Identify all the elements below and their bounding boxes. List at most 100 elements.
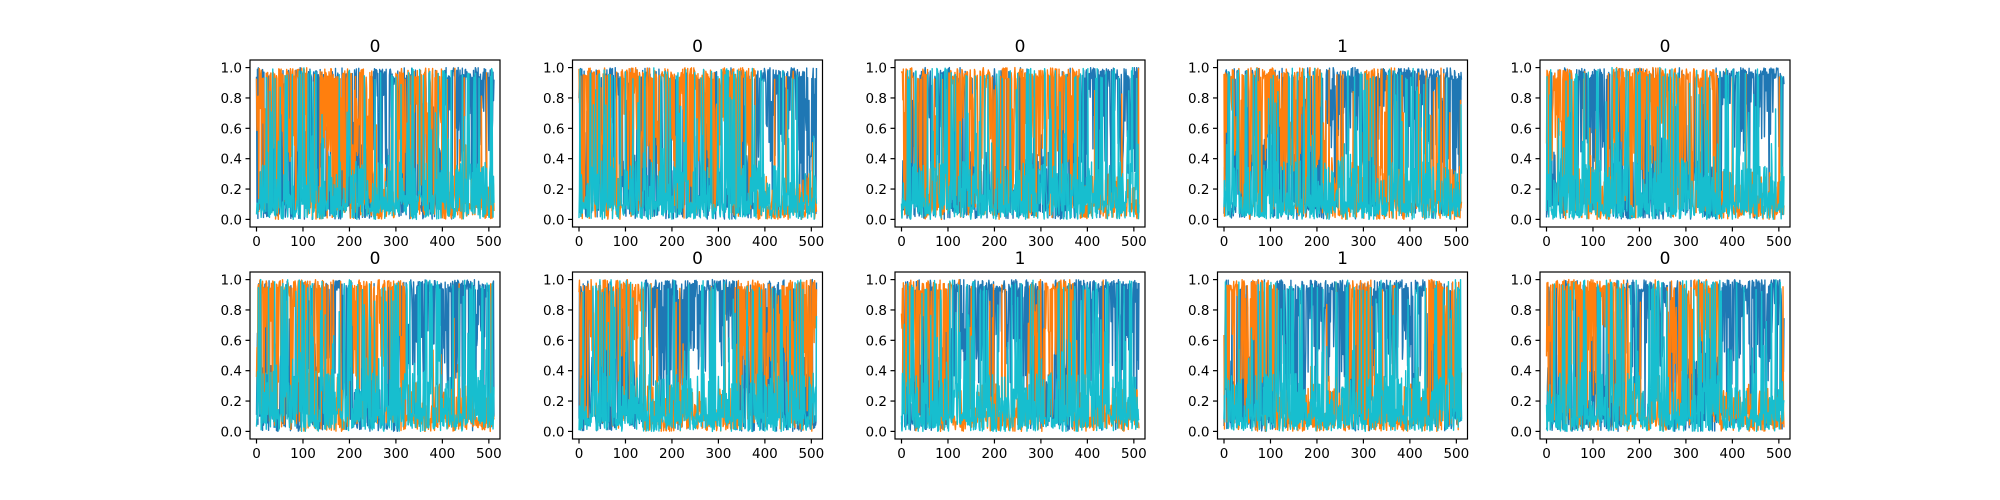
x-tick-label: 200 xyxy=(1627,446,1653,462)
y-tick-label: 0.6 xyxy=(1188,333,1209,349)
subplot-title: 1 xyxy=(1337,37,1348,57)
y-tick-label: 0.0 xyxy=(1511,212,1532,228)
x-tick-label: 500 xyxy=(476,234,502,250)
y-tick-label: 0.4 xyxy=(1511,364,1532,380)
axes-frame xyxy=(894,271,1146,440)
subplot-title: 1 xyxy=(1337,249,1348,269)
y-tick-label: 0.2 xyxy=(1511,182,1532,198)
x-tick-label: 0 xyxy=(575,234,584,250)
y-tick-label: 0.0 xyxy=(1188,424,1209,440)
axes-frame xyxy=(1539,271,1791,440)
subplot-3: 1 0 100 200 300 400 500 0.0 0.2 0.4 0.6 0.8 1.0 xyxy=(1188,37,1469,250)
x-tick-label: 0 xyxy=(252,234,261,250)
y-tick-label: 0.8 xyxy=(866,91,887,107)
series-group xyxy=(578,278,818,433)
x-tick-label: 300 xyxy=(1028,446,1054,462)
subplot-8: 1 0 100 200 300 400 500 0.0 0.2 0.4 0.6 0.8 1.0 xyxy=(1188,249,1469,462)
x-tick-label: 300 xyxy=(383,446,409,462)
series-line-2 xyxy=(1223,67,1463,221)
y-tick-label: 0.0 xyxy=(543,424,564,440)
x-tick-label: 300 xyxy=(383,234,409,250)
axes-frame xyxy=(571,59,824,228)
y-tick-label: 0.6 xyxy=(1188,121,1209,137)
subplot-title: 0 xyxy=(692,249,703,269)
axes-frame xyxy=(1539,59,1791,228)
series-line-2 xyxy=(900,67,1140,220)
series-group xyxy=(1223,278,1463,433)
y-tick-label: 1.0 xyxy=(543,61,564,77)
x-tick-label: 400 xyxy=(752,234,778,250)
x-tick-label: 100 xyxy=(1580,446,1606,462)
subplot-7: 1 0 100 200 300 400 500 0.0 0.2 0.4 0.6 0.8 1.0 xyxy=(866,249,1147,462)
x-tick-label: 500 xyxy=(798,446,824,462)
y-tick-label: 0.4 xyxy=(1188,152,1209,168)
subplot-4: 0 0 100 200 300 400 500 0.0 0.2 0.4 0.6 0.8 1.0 xyxy=(1511,37,1792,250)
series-group xyxy=(900,278,1140,433)
x-tick-label: 0 xyxy=(252,446,261,462)
subplot-title: 0 xyxy=(370,37,381,57)
axes-frame xyxy=(894,59,1146,228)
y-tick-label: 0.0 xyxy=(1511,424,1532,440)
x-tick-label: 0 xyxy=(897,234,906,250)
y-tick-label: 0.2 xyxy=(543,182,564,198)
y-tick-label: 0.8 xyxy=(543,303,564,319)
x-tick-label: 500 xyxy=(1443,234,1469,250)
subplot-2: 0 0 100 200 300 400 500 0.0 0.2 0.4 0.6 0.8 1.0 xyxy=(866,37,1147,250)
y-tick-label: 0.8 xyxy=(1188,91,1209,107)
series-group xyxy=(1545,66,1785,221)
x-tick-label: 0 xyxy=(897,446,906,462)
subplot-title: 0 xyxy=(1015,37,1026,57)
y-tick-label: 0.6 xyxy=(866,121,887,137)
y-tick-label: 0.6 xyxy=(543,333,564,349)
y-tick-label: 0.4 xyxy=(221,152,242,168)
x-tick-label: 100 xyxy=(1258,446,1284,462)
x-tick-label: 300 xyxy=(706,446,732,462)
y-tick-label: 0.0 xyxy=(221,424,242,440)
subplot-title: 0 xyxy=(370,249,381,269)
y-tick-label: 0.4 xyxy=(543,364,564,380)
series-line-2 xyxy=(1545,279,1785,433)
x-tick-label: 400 xyxy=(1719,446,1745,462)
x-tick-label: 100 xyxy=(1258,234,1284,250)
x-tick-label: 400 xyxy=(1719,234,1745,250)
x-tick-label: 400 xyxy=(1074,446,1100,462)
x-tick-label: 100 xyxy=(290,446,316,462)
subplot-title: 0 xyxy=(1660,249,1671,269)
y-tick-label: 0.6 xyxy=(221,333,242,349)
subplot-9: 0 0 100 200 300 400 500 0.0 0.2 0.4 0.6 0.8 1.0 xyxy=(1511,249,1792,462)
y-tick-label: 1.0 xyxy=(866,61,887,77)
subplot-title: 0 xyxy=(1660,37,1671,57)
y-tick-label: 0.4 xyxy=(1188,364,1209,380)
x-tick-label: 100 xyxy=(935,234,961,250)
axes-frame xyxy=(571,271,824,440)
x-tick-label: 200 xyxy=(982,446,1008,462)
y-tick-label: 0.4 xyxy=(866,152,887,168)
y-tick-label: 0.4 xyxy=(866,364,887,380)
x-tick-label: 500 xyxy=(1121,446,1147,462)
x-tick-label: 200 xyxy=(982,234,1008,250)
x-tick-label: 500 xyxy=(476,446,502,462)
subplot-title: 0 xyxy=(692,37,703,57)
x-tick-label: 100 xyxy=(290,234,316,250)
series-line-2 xyxy=(1545,66,1785,220)
y-tick-label: 0.4 xyxy=(543,152,564,168)
y-tick-label: 1.0 xyxy=(866,273,887,289)
y-tick-label: 0.6 xyxy=(1511,121,1532,137)
y-tick-label: 0.2 xyxy=(1188,182,1209,198)
y-tick-label: 0.2 xyxy=(221,182,242,198)
series-line-2 xyxy=(578,67,818,221)
x-tick-label: 400 xyxy=(1074,234,1100,250)
y-tick-label: 1.0 xyxy=(1188,61,1209,77)
y-tick-label: 0.2 xyxy=(1511,394,1532,410)
y-tick-label: 1.0 xyxy=(543,273,564,289)
y-tick-label: 1.0 xyxy=(1511,61,1532,77)
y-tick-label: 1.0 xyxy=(221,61,242,77)
y-tick-label: 0.2 xyxy=(543,394,564,410)
subplot-6: 0 0 100 200 300 400 500 0.0 0.2 0.4 0.6 0.8 1.0 xyxy=(543,249,824,462)
x-tick-label: 100 xyxy=(935,446,961,462)
y-tick-label: 0.8 xyxy=(543,91,564,107)
y-tick-label: 0.0 xyxy=(866,212,887,228)
y-tick-label: 0.6 xyxy=(1511,333,1532,349)
x-tick-label: 200 xyxy=(1304,446,1330,462)
